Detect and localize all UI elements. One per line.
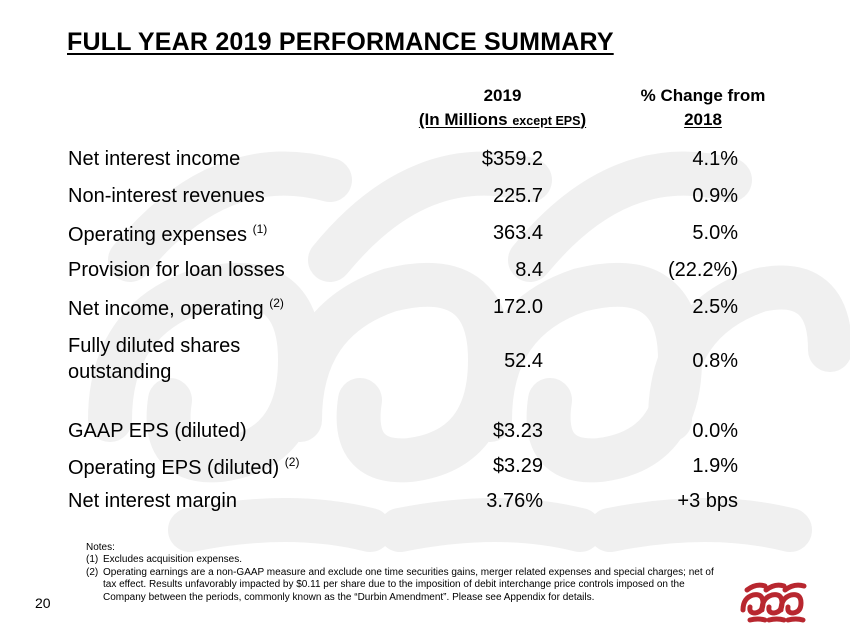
page-title: FULL YEAR 2019 PERFORMANCE SUMMARY [67,28,614,56]
footnote-text: Excludes acquisition expenses. [103,554,242,566]
footnote-number: (2) [86,566,99,578]
column-header-change-label: % Change from [640,86,766,105]
footnotes: Notes: (1) Excludes acquisition expenses… [86,542,726,604]
row-change: 0.8% [692,350,738,372]
row-label: Net income, operating (2) [68,296,284,320]
column-header-2019-year: 2019 [483,86,522,105]
footnote-text: Operating earnings are a non-GAAP measur… [103,566,714,603]
row-value: 225.7 [492,185,543,207]
row-change: 0.0% [692,420,738,442]
column-header-2019-units: (In Millions except EPS) [418,110,587,129]
column-header-2019: 2019 (In Millions except EPS) [390,84,615,133]
row-value: 52.4 [504,350,543,372]
row-change: 4.1% [692,148,738,170]
row-value: 8.4 [515,259,543,281]
row-value: 3.76% [486,490,543,512]
row-value: 172.0 [492,296,543,318]
notes-heading: Notes: [86,542,115,553]
row-value: $3.23 [492,420,543,442]
row-label: GAAP EPS (diluted) [68,420,247,442]
company-logo [740,582,807,623]
row-label: Operating EPS (diluted) (2) [68,455,300,479]
footnote-ref: (1) [252,222,268,236]
row-label: Net interest margin [68,490,237,512]
watermark-logo [88,151,850,552]
row-label: Operating expenses (1) [68,222,268,246]
column-header-change: % Change from 2018 [618,84,788,132]
column-header-change-year: 2018 [684,110,722,129]
footnote-item: (2) Operating earnings are a non-GAAP me… [86,567,726,604]
row-label: Fully diluted shares outstanding [68,335,241,383]
row-value: $359.2 [481,148,543,170]
row-value: 363.4 [492,222,543,244]
row-label: Provision for loan losses [68,259,285,281]
row-label: Non-interest revenues [68,185,265,207]
row-change: (22.2%) [667,259,738,281]
row-label: Net interest income [68,148,241,170]
page-number: 20 [35,595,51,611]
row-change: 5.0% [692,222,738,244]
footnote-ref: (2) [269,296,284,310]
row-change: 2.5% [692,296,738,318]
row-change: 0.9% [692,185,738,207]
footnote-number: (1) [86,554,99,566]
row-change: +3 bps [677,490,738,512]
row-value: $3.29 [492,455,543,477]
footnote-item: (1) Excludes acquisition expenses. [86,554,726,566]
row-change: 1.9% [692,455,738,477]
footnote-ref: (2) [284,455,300,469]
